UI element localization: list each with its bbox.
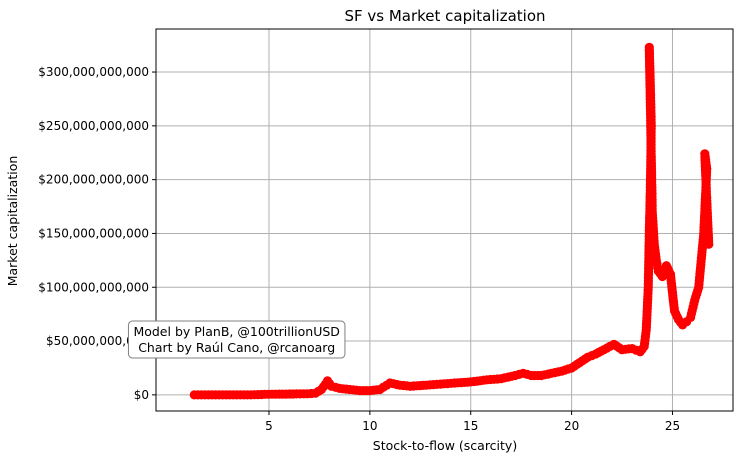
- grid: [156, 29, 733, 411]
- x-axis-ticks: 5 10 15 20 25: [265, 411, 680, 433]
- data-point: [214, 390, 224, 400]
- data-point: [522, 369, 532, 379]
- annotation-border: [127, 320, 346, 359]
- x-tick-label: 5: [265, 419, 273, 433]
- data-point: [514, 369, 524, 379]
- data-point: [331, 382, 341, 392]
- data-point: [228, 390, 238, 400]
- data-point: [651, 252, 661, 262]
- y-tick-label: $150,000,000,000: [38, 226, 149, 240]
- y-tick-label: $100,000,000,000: [38, 280, 149, 294]
- x-tick-label: 15: [463, 419, 478, 433]
- annotation-line-2: Chart by Raúl Cano, @rcanoarg: [138, 340, 335, 355]
- chart-title: SF vs Market capitalization: [344, 7, 545, 25]
- data-point: [299, 389, 309, 399]
- data-point: [492, 374, 503, 384]
- y-axis-label: Market capitalization: [5, 156, 20, 287]
- data-point: [285, 389, 295, 399]
- y-tick-label: $300,000,000,000: [38, 65, 149, 79]
- data-point: [270, 389, 281, 399]
- data-point: [479, 375, 489, 385]
- data-point: [675, 317, 686, 327]
- data-points: [189, 42, 714, 400]
- data-point: [351, 385, 361, 395]
- data-point: [242, 390, 252, 400]
- y-tick-label: $200,000,000,000: [38, 173, 149, 187]
- x-axis-label: Stock-to-flow (scarcity): [373, 438, 517, 453]
- x-tick-label: 10: [362, 419, 377, 433]
- data-point: [306, 388, 316, 399]
- data-point: [507, 371, 517, 381]
- data-point: [602, 343, 612, 353]
- y-tick-label: $0: [134, 388, 149, 402]
- y-tick-label: $50,000,000,000: [46, 334, 149, 348]
- data-point: [432, 379, 442, 389]
- data-point: [418, 380, 428, 390]
- data-point: [704, 236, 714, 246]
- x-tick-label: 25: [665, 419, 680, 433]
- data-point: [256, 389, 266, 400]
- data-point: [402, 381, 412, 391]
- x-tick-label: 20: [564, 419, 579, 433]
- data-point: [446, 378, 456, 388]
- y-tick-label: $250,000,000,000: [38, 119, 149, 133]
- annotation-box: Model by PlanB, @100trillionUSD Chart by…: [127, 320, 346, 359]
- data-point: [361, 386, 372, 396]
- data-point: [200, 390, 210, 400]
- annotation-line-1: Model by PlanB, @100trillionUSD: [133, 324, 340, 339]
- data-point: [341, 384, 351, 394]
- plot-frame: [155, 28, 734, 412]
- y-axis-ticks: $0 $50,000,000,000 $100,000,000,000 $150,00…: [38, 65, 156, 402]
- data-point: [624, 344, 634, 354]
- data-point: [533, 370, 543, 381]
